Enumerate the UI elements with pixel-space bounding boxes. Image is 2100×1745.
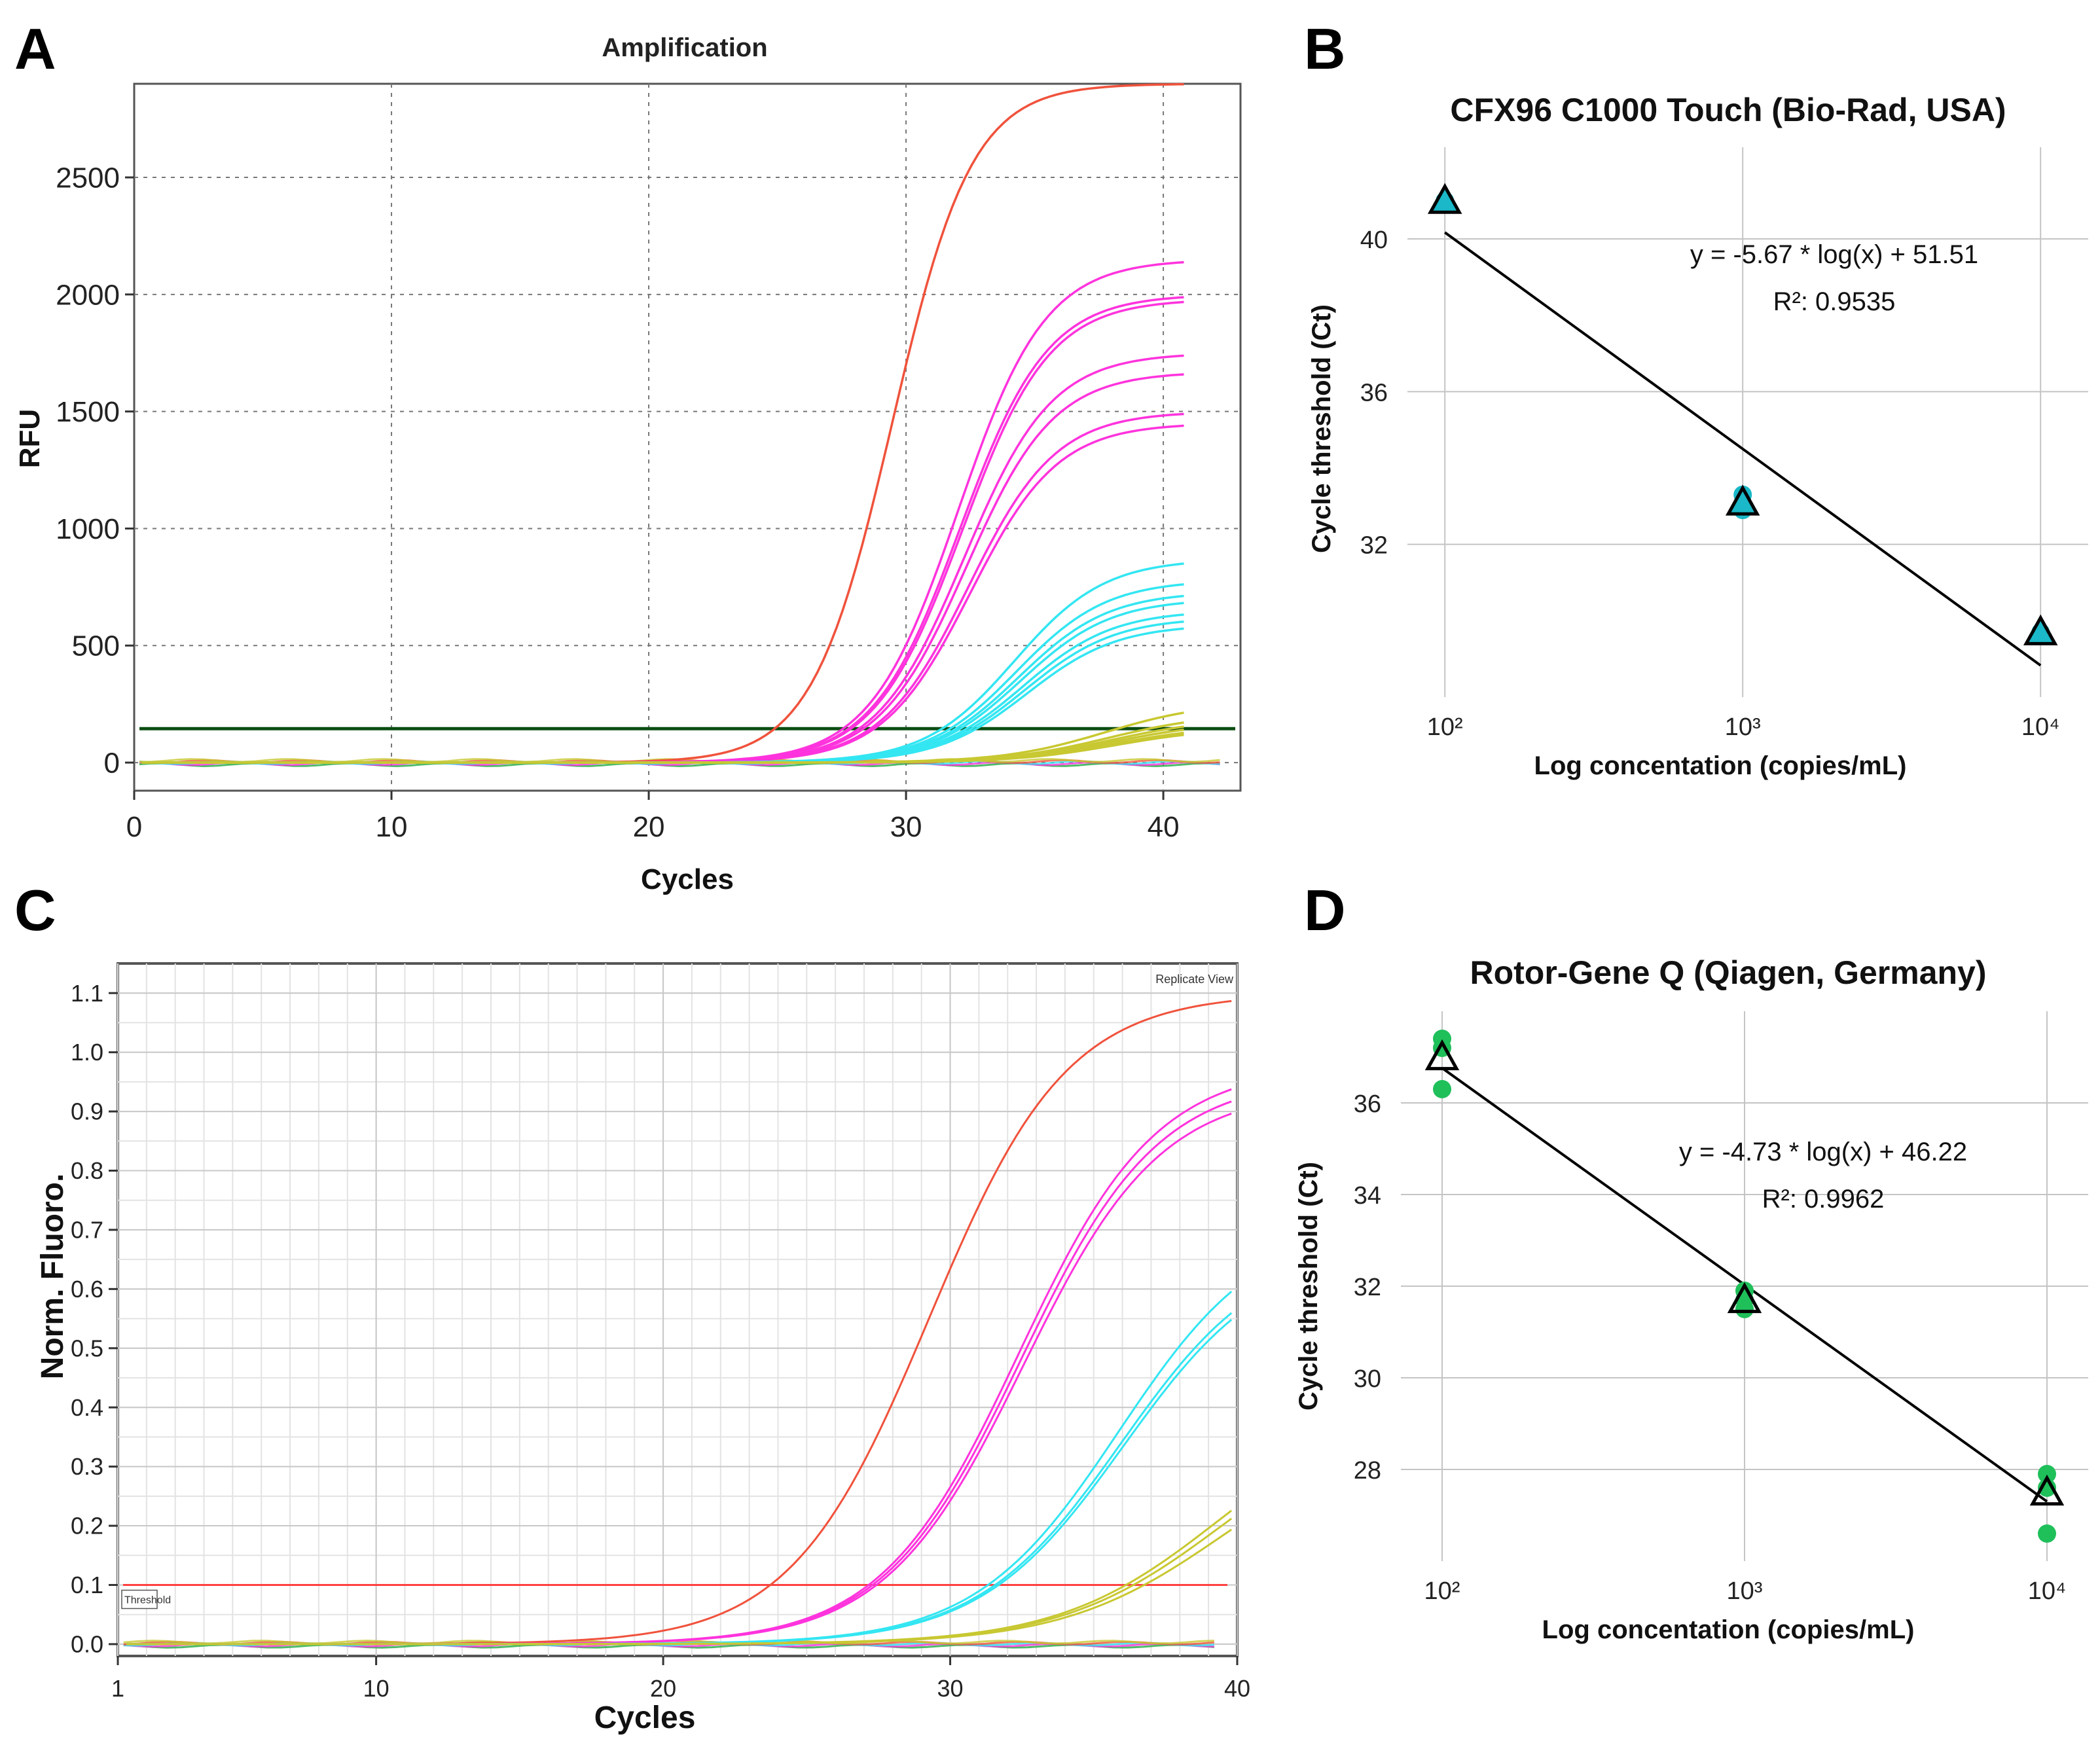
x-tick-label: 30 — [890, 811, 922, 843]
y-tick-label: 0 — [104, 747, 120, 779]
y-tick-label: 1500 — [56, 396, 120, 428]
mean-marker — [2023, 614, 2058, 645]
x-axis-label: Log concentation (copies/mL) — [1534, 751, 1907, 780]
amplification-curve-olive — [141, 734, 1184, 764]
x-tick-label: 0 — [126, 811, 142, 843]
y-tick-label: 0.3 — [71, 1453, 103, 1480]
x-tick-label: 10² — [1427, 713, 1463, 741]
amplification-curve-olive — [126, 1528, 1233, 1646]
y-axis-label: Cycle threshold (Ct) — [1307, 304, 1336, 553]
x-tick-label: 20 — [633, 811, 665, 843]
x-tick-label: 10³ — [1725, 713, 1761, 741]
mean-marker — [2029, 1474, 2065, 1506]
panel-label-d: D — [1304, 878, 1346, 943]
x-tick-label: 20 — [650, 1675, 676, 1702]
x-tick-label: 10 — [376, 811, 408, 843]
panel-b-cfx96-standard-curve: 32 36 40 10² 10³ 10⁴ CFX96 C1000 Touch (Bio-Ra… — [1307, 92, 2088, 780]
data-point — [1735, 1300, 1754, 1318]
y-tick-label: 28 — [1354, 1457, 1381, 1484]
y-tick-label: 1000 — [56, 513, 120, 545]
x-tick-label: 40 — [1148, 811, 1180, 843]
equation-label: y = -4.73 * log(x) + 46.22 — [1679, 1138, 1967, 1166]
y-axis-label: Norm. Fluoro. — [35, 1174, 70, 1380]
y-tick-label: 0.9 — [71, 1098, 103, 1125]
x-tick-label: 10 — [363, 1675, 389, 1702]
data-point — [1433, 1080, 1451, 1098]
x-axis-label: Cycles — [594, 1700, 696, 1735]
y-tick-label: 30 — [1354, 1365, 1381, 1393]
y-tick-label: 0.7 — [71, 1217, 103, 1244]
y-tick-label: 36 — [1354, 1090, 1381, 1118]
x-tick-label: 10⁴ — [2028, 1577, 2067, 1605]
x-tick-label: 1 — [111, 1675, 124, 1702]
threshold-label: Threshold — [124, 1594, 171, 1606]
y-tick-label: 0.0 — [71, 1631, 103, 1658]
x-axis-label: Log concentation (copies/mL) — [1542, 1615, 1915, 1644]
y-tick-label: 0.2 — [71, 1513, 103, 1539]
r-squared-label: R²: 0.9962 — [1762, 1185, 1885, 1214]
y-tick-label: 1.0 — [71, 1039, 103, 1066]
y-tick-label: 32 — [1360, 532, 1388, 560]
mean-marker — [1725, 484, 1760, 516]
chart-title: Amplification — [602, 33, 767, 62]
x-tick-label: 10⁴ — [2021, 713, 2060, 741]
r-squared-label: R²: 0.9535 — [1773, 287, 1896, 316]
panel-label-b: B — [1304, 16, 1346, 81]
y-axis-label: Cycle threshold (Ct) — [1294, 1162, 1323, 1411]
replicate-view-label: Replicate View — [1155, 973, 1234, 986]
threshold-label-box — [121, 1589, 158, 1610]
x-tick-label: 30 — [937, 1675, 964, 1702]
y-tick-label: 32 — [1354, 1274, 1381, 1301]
y-tick-label: 500 — [72, 630, 120, 662]
y-tick-label: 0.4 — [71, 1394, 103, 1421]
chart-title: Rotor-Gene Q (Qiagen, Germany) — [1470, 954, 1986, 991]
regression-line — [1444, 231, 2042, 667]
x-tick-label: 40 — [1224, 1675, 1250, 1702]
y-tick-label: 40 — [1360, 226, 1388, 254]
panel-a-amplification-chart: 0 10 20 30 40 0 500 1000 1500 2000 2500 Amplificati… — [14, 33, 1242, 895]
chart-title: CFX96 C1000 Touch (Bio-Rad, USA) — [1450, 92, 2006, 128]
y-tick-label: 1.1 — [71, 980, 103, 1007]
y-tick-label: 0.1 — [71, 1572, 103, 1598]
panel-c-norm-fluoro-chart: 1 10 20 30 40 0.0 0.1 0.2 0.3 0.4 0.5 0.6 0.7 0.8 0.9 1… — [35, 962, 1250, 1735]
data-point — [2038, 1465, 2056, 1483]
y-tick-label: 36 — [1360, 379, 1388, 406]
mean-marker — [1427, 183, 1462, 214]
panel-d-rotor-gene-standard-curve: 28 30 32 34 36 10² 10³ 10⁴ Rotor-Gene Q (Qiagen,… — [1294, 954, 2088, 1644]
y-tick-label: 2500 — [56, 162, 120, 194]
y-axis-label: RFU — [14, 409, 46, 468]
equation-label: y = -5.67 * log(x) + 51.51 — [1690, 240, 1978, 269]
x-axis-label: Cycles — [641, 863, 734, 895]
mean-marker — [1727, 1282, 1762, 1314]
x-tick-label: 10³ — [1727, 1577, 1763, 1605]
y-tick-label: 2000 — [56, 279, 120, 311]
y-tick-label: 0.8 — [71, 1157, 103, 1184]
y-tick-label: 0.6 — [71, 1276, 103, 1303]
y-tick-label: 0.5 — [71, 1335, 103, 1361]
panel-label-c: C — [14, 878, 56, 943]
y-tick-label: 34 — [1354, 1182, 1381, 1210]
panel-label-a: A — [14, 16, 56, 81]
data-point — [2038, 1524, 2056, 1543]
mean-marker — [1424, 1039, 1460, 1071]
x-tick-label: 10² — [1424, 1577, 1460, 1605]
plot-frame — [133, 82, 1242, 792]
